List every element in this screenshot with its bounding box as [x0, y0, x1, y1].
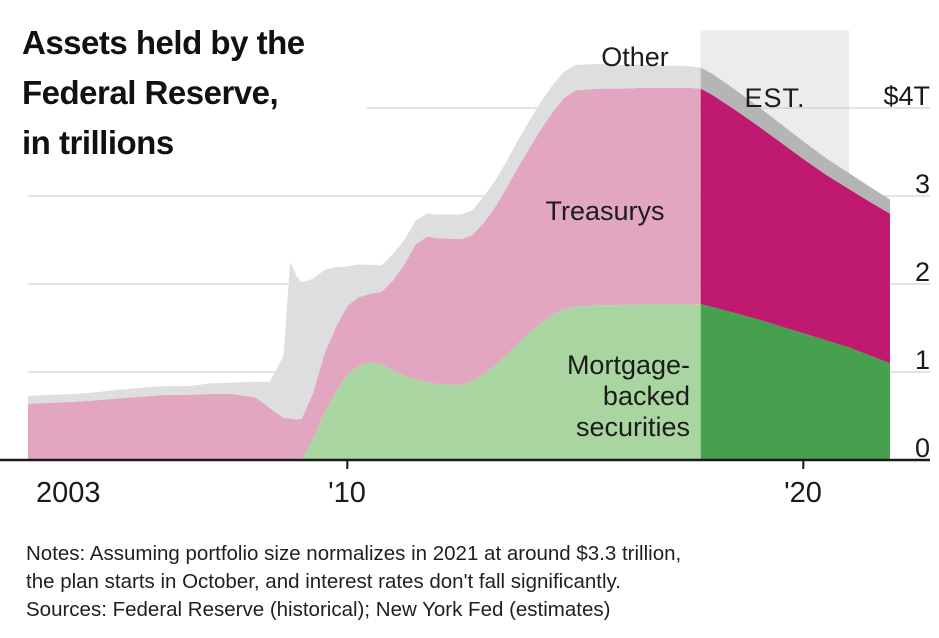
chart-title-line3: in trillions: [22, 124, 174, 161]
y-axis-label-4t: $4T: [883, 81, 930, 111]
notes-line1: Notes: Assuming portfolio size normalize…: [26, 542, 682, 565]
series-label-mbs-line3: securities: [575, 412, 690, 442]
x-axis-label-2003: 2003: [36, 477, 101, 509]
series-label-other: Other: [601, 42, 669, 72]
notes-line2: the plan starts in October, and interest…: [26, 570, 621, 593]
x-axis-label-20: '20: [784, 477, 822, 509]
y-axis-label-1: 1: [914, 345, 930, 375]
chart-title-line2: Federal Reserve,: [22, 74, 279, 111]
chart-notes: Notes: Assuming portfolio size normalize…: [26, 540, 906, 624]
estimate-period-label: EST.: [744, 83, 806, 113]
x-axis-label-10: '10: [328, 477, 366, 509]
y-axis-label-2: 2: [914, 257, 930, 287]
chart-title: Assets held by the Federal Reserve, in t…: [22, 18, 367, 168]
y-axis-label-0: 0: [914, 433, 930, 463]
stacked-area-plot: [0, 30, 930, 469]
fed-assets-chart: [0, 30, 930, 469]
sources-line: Sources: Federal Reserve (historical); N…: [26, 598, 611, 621]
y-axis-label-3: 3: [914, 169, 930, 199]
series-label-treasurys: Treasurys: [545, 196, 665, 226]
series-label-mbs-line1: Mortgage-: [566, 350, 690, 380]
chart-title-line1: Assets held by the: [22, 24, 305, 61]
series-label-mbs-line2: backed: [602, 381, 690, 411]
series-label-mbs: Mortgage- backed securities: [440, 350, 690, 443]
